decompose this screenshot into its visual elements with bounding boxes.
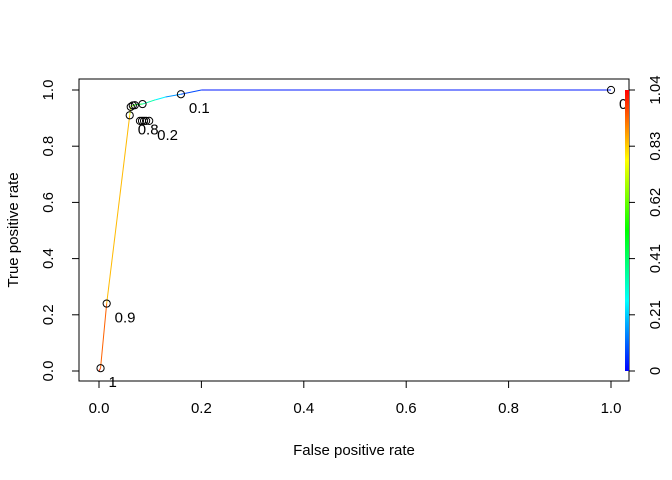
colorbar: [625, 90, 629, 371]
y-tick-label: 0.2: [40, 304, 57, 325]
data-point: [96, 364, 105, 373]
colorbar-ticks: 0 0.21 0.41 0.62 0.83 1.04: [629, 75, 664, 375]
y-tick-label: 0.8: [40, 136, 57, 157]
y-axis-label: True positive rate: [5, 172, 22, 287]
data-point: [139, 116, 149, 126]
colorbar-tick-label: 0.83: [647, 132, 664, 161]
curve-segment: [98, 367, 101, 372]
cutoff-label: 0: [619, 96, 627, 113]
colorbar-tick-label: 0.21: [647, 300, 664, 329]
data-point: [606, 85, 616, 95]
x-tick-label: 0.4: [293, 400, 314, 417]
cutoff-label: 0.9: [115, 310, 136, 327]
roc-points: [96, 85, 616, 373]
curve-segment: [106, 115, 131, 304]
data-point: [102, 299, 111, 308]
cutoff-labels: 1 0.9 0.80.2 0.1 0: [109, 96, 628, 391]
data-point: [126, 102, 135, 111]
x-axis-label: False positive rate: [293, 442, 415, 459]
curve-segment: [100, 303, 108, 369]
cutoff-label: 0.2: [157, 127, 178, 144]
colorbar-tick-label: 0: [647, 367, 664, 375]
x-tick-label: 0.2: [191, 400, 212, 417]
data-point: [176, 90, 186, 99]
curve-segment: [155, 96, 166, 101]
data-point: [138, 99, 147, 109]
y-axis: 0.0 0.2 0.4 0.6 0.8 1.0: [40, 80, 80, 382]
data-point: [135, 116, 145, 126]
data-point: [130, 101, 139, 110]
colorbar-tick-label: 0.62: [647, 188, 664, 217]
colorbar-tick-label: 0.41: [647, 244, 664, 273]
y-tick-label: 0.6: [40, 192, 57, 213]
x-tick-label: 0.0: [89, 400, 110, 417]
y-tick-label: 1.0: [40, 80, 57, 101]
x-tick-label: 0.8: [498, 400, 519, 417]
x-tick-label: 0.6: [396, 400, 417, 417]
y-tick-label: 0.4: [40, 248, 57, 269]
data-point: [142, 116, 151, 126]
cutoff-label: 0.8: [138, 121, 159, 138]
curve-segment: [165, 93, 182, 98]
x-tick-label: 1.0: [601, 400, 622, 417]
curve-segment: [142, 99, 156, 105]
x-axis: 0.0 0.2 0.4 0.6 0.8 1.0: [89, 380, 622, 417]
data-point: [145, 116, 154, 126]
plot-frame: [78, 78, 630, 382]
colorbar-tick-label: 1.04: [647, 75, 664, 104]
y-tick-label: 0.0: [40, 361, 57, 382]
cutoff-label: 1: [109, 374, 117, 391]
data-point: [125, 111, 134, 120]
cutoff-label: 0.1: [189, 100, 210, 117]
